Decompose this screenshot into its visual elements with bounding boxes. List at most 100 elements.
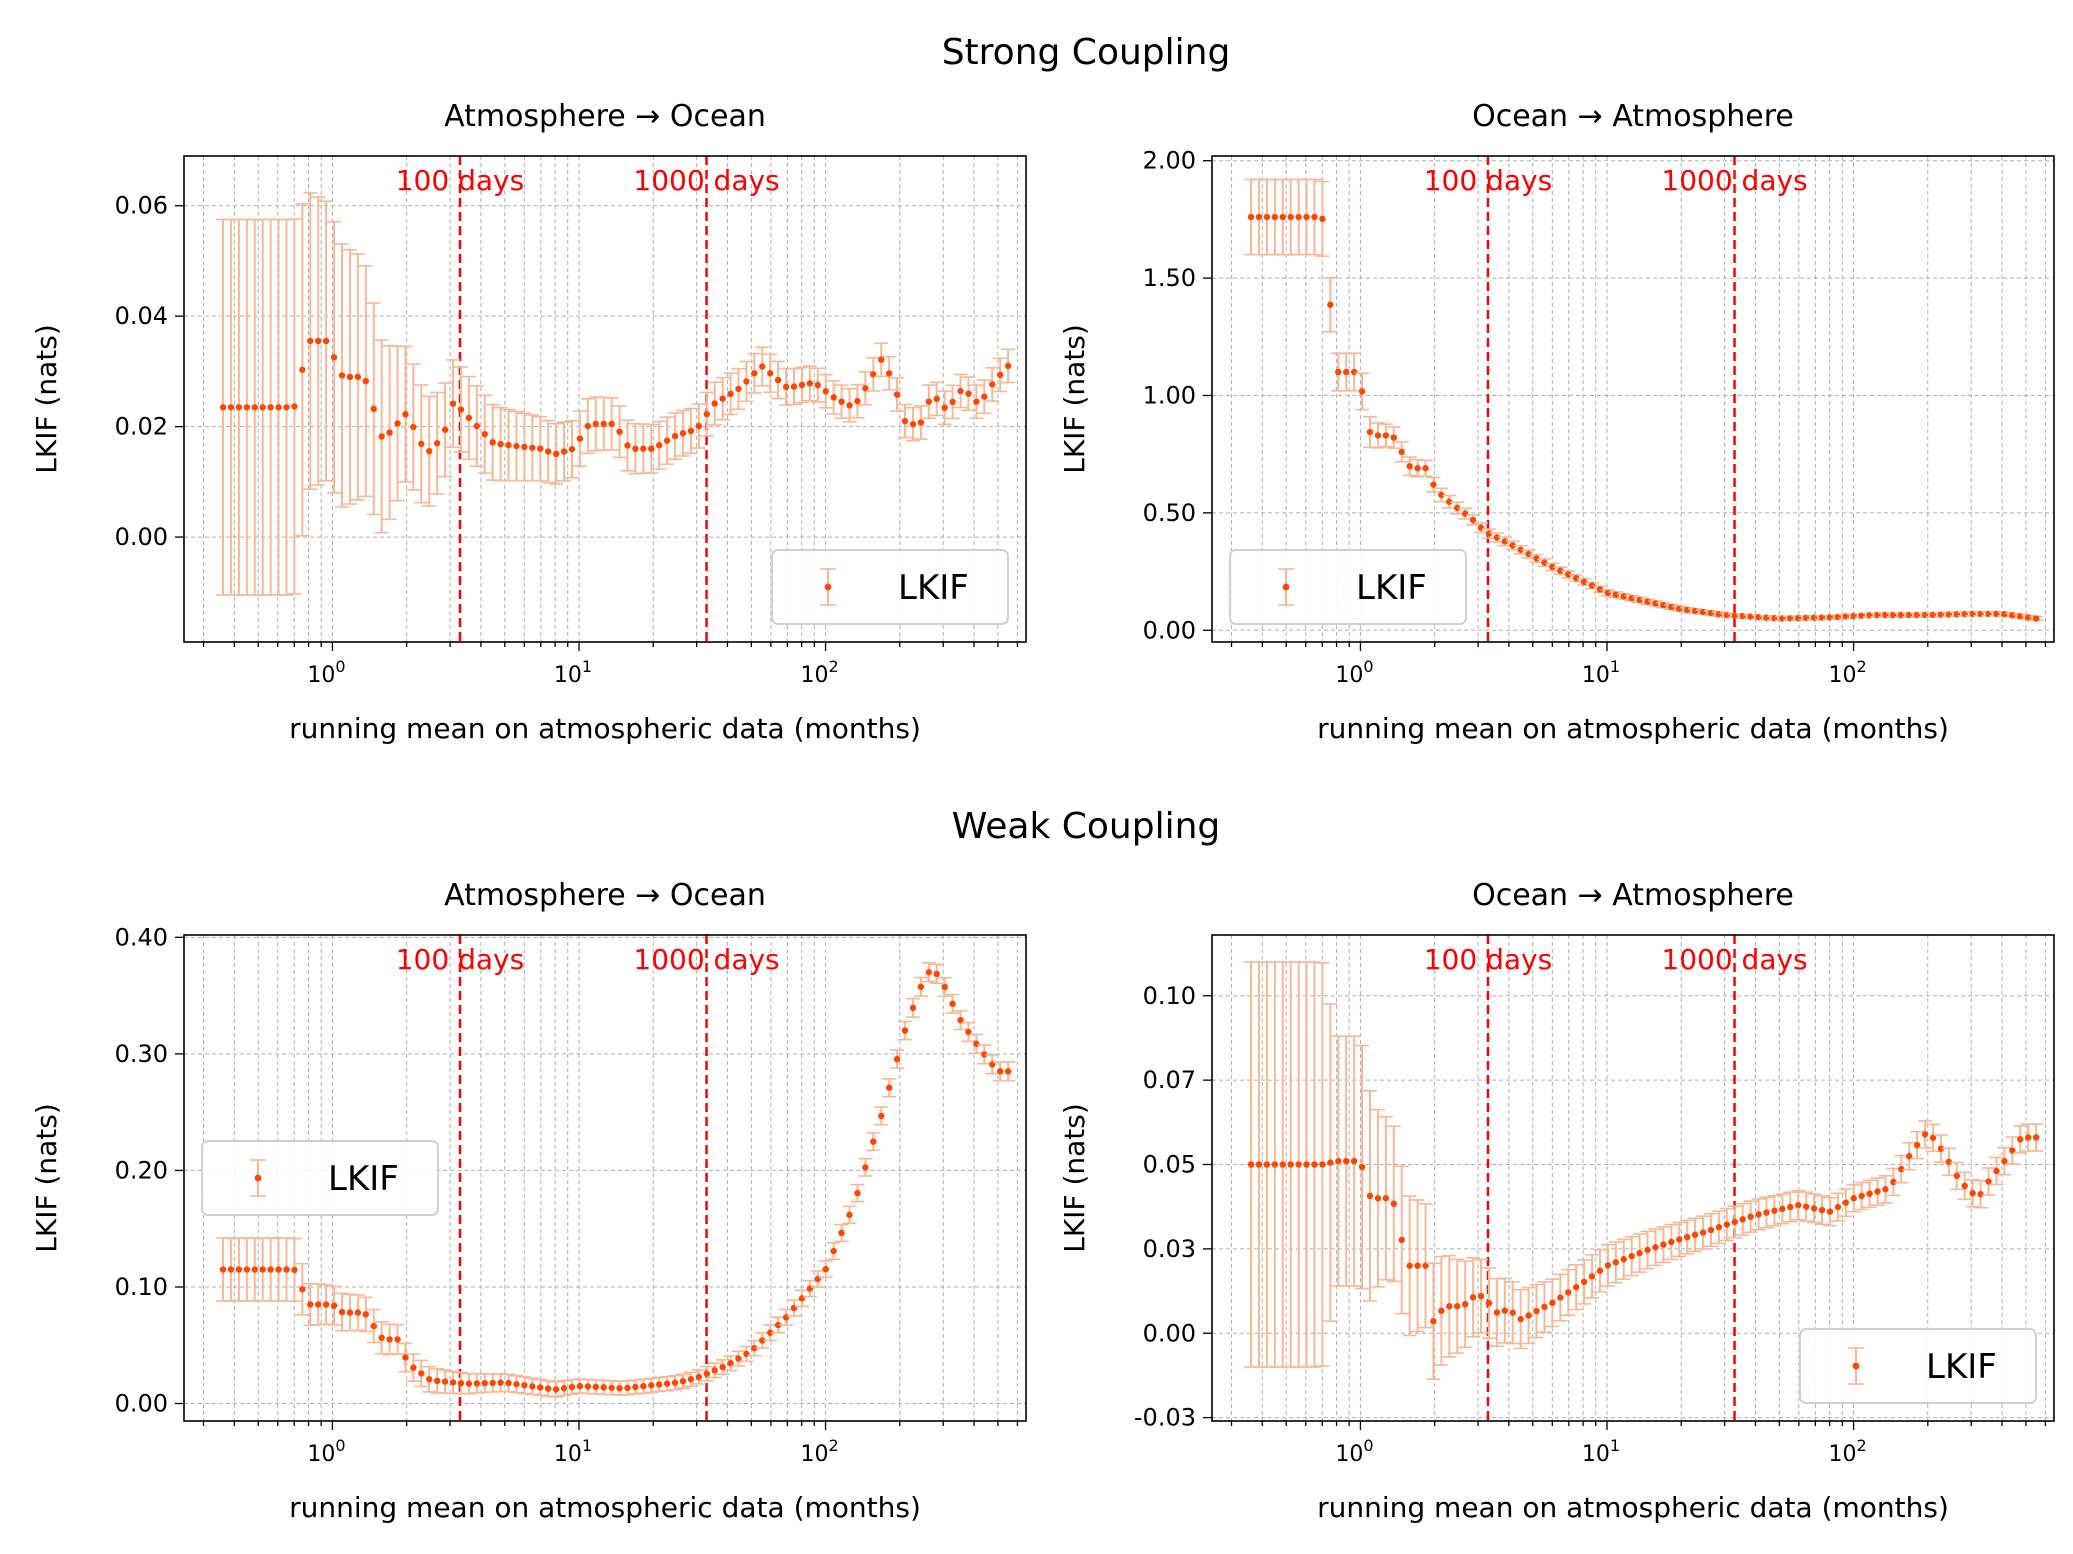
point-marker [632, 445, 639, 452]
data-point [850, 383, 865, 419]
point-marker [965, 1028, 972, 1036]
point-marker [735, 385, 742, 393]
point-marker [1477, 524, 1485, 531]
data-point [794, 366, 809, 404]
point-marker [275, 404, 282, 411]
point-marker [283, 404, 290, 411]
point-marker [1795, 1201, 1802, 1209]
data-point [342, 248, 357, 505]
point-marker [1921, 1131, 1929, 1138]
data-point [707, 381, 722, 426]
point-marker [901, 417, 909, 425]
data-point [818, 1260, 833, 1279]
point-marker [1636, 1249, 1643, 1257]
point-marker [1541, 1303, 1548, 1311]
point-marker [552, 450, 560, 458]
y-tick-label: 0.05 [1143, 1151, 1196, 1179]
y-tick-label: 0.00 [115, 523, 168, 551]
marker-label: 100 days [1424, 164, 1552, 197]
y-tick-label: 0.03 [1143, 1235, 1196, 1263]
point-marker [640, 445, 647, 452]
point-marker [909, 420, 917, 428]
point-marker [782, 383, 790, 391]
point-marker [933, 395, 940, 403]
data-point [755, 1332, 770, 1349]
point-marker [592, 1383, 599, 1391]
point-marker [1771, 1207, 1778, 1214]
y-tick-label: 0.04 [115, 302, 168, 330]
data-point [715, 376, 730, 421]
data-point [541, 1380, 556, 1398]
data-point [295, 203, 310, 537]
point-marker [1802, 1203, 1810, 1210]
data-point [1672, 1221, 1687, 1258]
point-marker [862, 385, 869, 392]
y-tick-label: 0.10 [1143, 982, 1196, 1010]
point-marker [2017, 613, 2024, 620]
point-marker [2032, 1134, 2040, 1141]
y-tick-label: 0.40 [115, 923, 168, 951]
point-marker [1287, 213, 1294, 221]
point-marker [648, 1382, 655, 1389]
point-marker [1422, 465, 1429, 472]
point-marker [1350, 368, 1358, 376]
data-point [961, 376, 976, 412]
data-point [1362, 1090, 1377, 1302]
data-point [1370, 422, 1385, 449]
point-marker [679, 430, 687, 437]
x-axis-label: running mean on atmospheric data (months… [289, 712, 921, 745]
data-point [1648, 1228, 1663, 1267]
point-marker [568, 445, 576, 453]
point-marker [219, 1266, 227, 1273]
x-tick-label: 101 [554, 657, 592, 688]
data-point [858, 370, 873, 406]
data-point [929, 963, 944, 985]
point-marker [806, 380, 814, 387]
point-marker [354, 373, 362, 381]
point-marker [1541, 559, 1548, 566]
point-marker [259, 1266, 266, 1273]
legend-box [1799, 1328, 2037, 1404]
legend-label: LKIF [898, 568, 969, 608]
point-marker [1247, 213, 1255, 221]
data-point [2005, 612, 2020, 619]
point-marker [711, 400, 718, 407]
point-marker [1311, 1161, 1318, 1168]
data-point [1442, 494, 1457, 509]
x-tick-label: 102 [1828, 657, 1866, 688]
data-point [691, 1369, 706, 1385]
data-point [1703, 1212, 1718, 1248]
legend-label: LKIF [328, 1159, 399, 1199]
data-point [1656, 1226, 1671, 1264]
data-point [1751, 1198, 1766, 1231]
point-marker [846, 1211, 853, 1219]
point-marker [394, 1336, 401, 1343]
data-point [1878, 1174, 1893, 1204]
data-point [485, 1373, 500, 1393]
data-point [953, 373, 968, 409]
point-marker [267, 1266, 274, 1273]
data-point [1933, 1134, 1948, 1163]
point-marker [1295, 1161, 1302, 1168]
legend-marker [824, 583, 832, 591]
data-point [945, 993, 960, 1014]
x-tick-label: 102 [800, 657, 838, 688]
point-marker [1620, 1256, 1627, 1263]
point-marker [1683, 1233, 1691, 1241]
point-marker [925, 398, 933, 405]
data-point [660, 416, 675, 465]
point-marker [537, 1384, 544, 1391]
data-point [1664, 1223, 1679, 1261]
data-point [652, 420, 667, 470]
data-point [557, 421, 572, 482]
point-marker [1715, 1224, 1723, 1231]
point-marker [743, 378, 750, 385]
point-marker [1826, 1208, 1834, 1215]
data-point [446, 359, 461, 449]
data-point [810, 367, 825, 403]
point-marker [1604, 589, 1612, 597]
data-point [755, 346, 770, 387]
data-point [898, 1020, 913, 1041]
data-point [390, 1323, 405, 1355]
x-tick-label: 102 [800, 1436, 838, 1467]
